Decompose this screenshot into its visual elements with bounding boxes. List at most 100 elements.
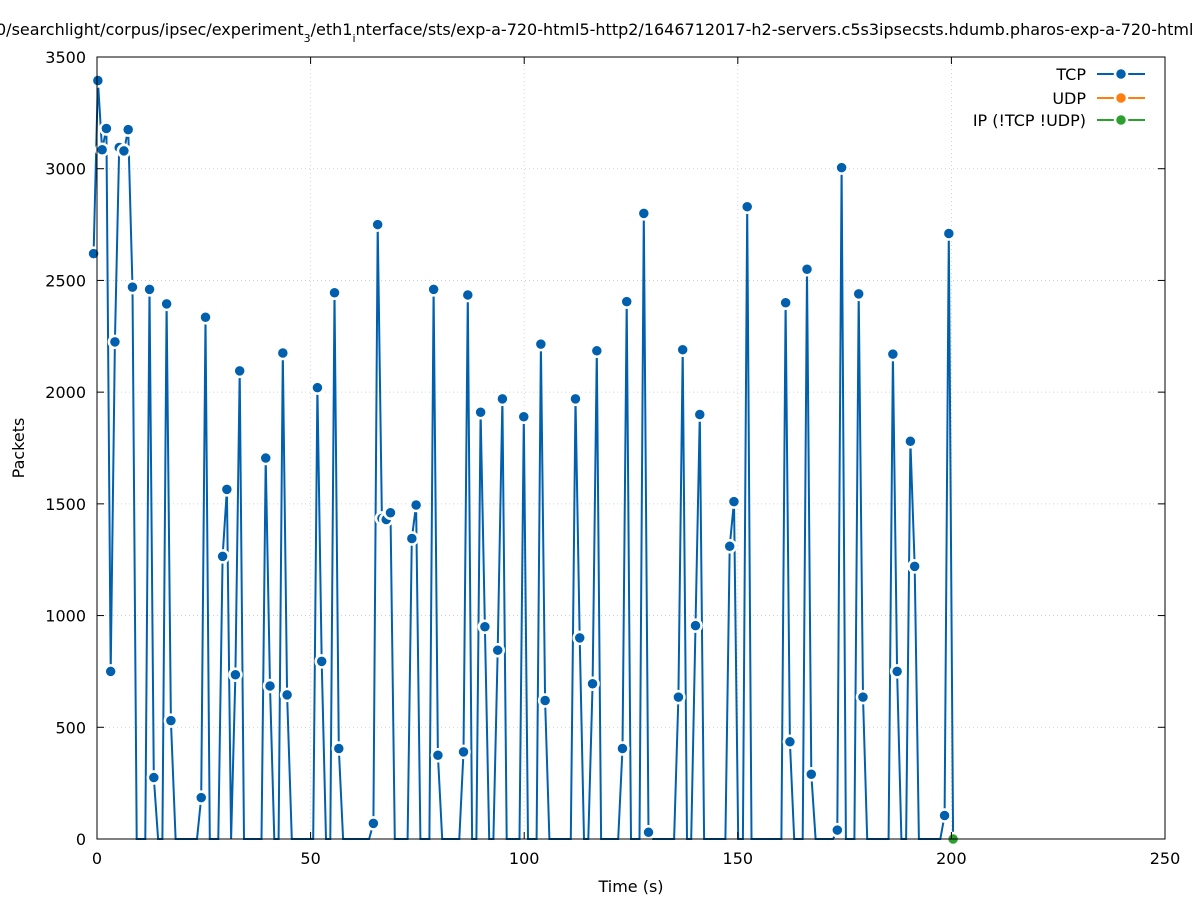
data-point: [383, 505, 398, 521]
data-point: [103, 664, 118, 679]
x-tick-label: 250: [1150, 849, 1181, 868]
title-segment: 0/searchlight/corpus/ipsec/experiment: [0, 20, 304, 39]
data-point: [537, 693, 553, 708]
legend-label: IP (!TCP !UDP): [973, 111, 1086, 130]
data-point: [146, 770, 162, 785]
data-point: [310, 380, 325, 395]
data-point: [142, 282, 157, 297]
data-point: [585, 676, 600, 691]
data-point: [262, 678, 278, 694]
data-point: [473, 405, 488, 420]
data-point: [408, 497, 424, 513]
legend: TCP UDP IP (!TCP !UDP): [973, 65, 1145, 130]
data-point: [331, 741, 347, 756]
data-point: [370, 217, 385, 232]
data-point: [426, 282, 441, 297]
data-point: [258, 450, 273, 466]
data-point: [619, 294, 634, 309]
data-point: [726, 494, 742, 509]
x-tick-label: 200: [936, 849, 967, 868]
data-point: [855, 689, 871, 705]
data-point: [279, 687, 295, 703]
data-point: [671, 689, 686, 705]
data-point: [903, 434, 918, 449]
y-tick-label: 1500: [45, 495, 86, 514]
data-point: [228, 667, 243, 683]
y-tick-label: 3500: [45, 48, 86, 67]
y-tick-label: 3000: [45, 160, 86, 179]
data-point: [804, 766, 819, 782]
title-segment: /eth1: [311, 20, 353, 39]
data-point: [739, 199, 755, 214]
data-point: [907, 559, 922, 574]
title-segment: nterface/sts/exp-a-720-html5-http2/16467…: [356, 20, 1194, 39]
data-point: [86, 246, 101, 261]
legend-marker: [1113, 66, 1129, 82]
data-point: [834, 160, 849, 175]
data-point: [215, 549, 230, 564]
data-point: [275, 345, 291, 361]
data-point: [198, 310, 213, 325]
x-tick-label: 150: [723, 849, 754, 868]
data-point: [327, 285, 342, 300]
data-point: [568, 391, 583, 407]
data-point: [219, 482, 235, 497]
series-line-tcp: [92, 80, 955, 840]
data-point: [778, 295, 793, 311]
data-point: [94, 142, 110, 157]
data-point: [314, 654, 329, 669]
data-point: [885, 346, 901, 362]
data-point: [460, 287, 476, 303]
data-point: [159, 296, 174, 312]
axis-ticks: 0 50 100 150 200 2500500100015002000250030003…: [45, 48, 1180, 868]
data-point: [107, 334, 123, 350]
x-tick-label: 50: [300, 849, 320, 868]
data-point: [456, 744, 471, 760]
data-point: [516, 409, 532, 424]
title-subscript: i: [352, 32, 355, 45]
data-point: [232, 363, 247, 379]
legend-label: UDP: [1052, 89, 1086, 108]
data-point: [404, 531, 420, 546]
data-point: [615, 741, 630, 756]
data-point: [830, 822, 845, 838]
y-tick-label: 0: [76, 830, 86, 849]
data-point: [90, 73, 106, 88]
y-tick-label: 1000: [45, 607, 86, 626]
legend-label: TCP: [1055, 65, 1086, 84]
data-point: [722, 539, 737, 554]
data-point: [366, 816, 381, 831]
data-point: [120, 122, 136, 137]
data-point: [430, 747, 446, 763]
data-point: [688, 618, 703, 633]
y-axis-label: Packets: [9, 418, 28, 479]
data-point: [641, 825, 656, 840]
x-axis-label: Time (s): [597, 877, 663, 896]
data-point: [477, 619, 493, 634]
data-point: [851, 286, 866, 302]
data-point: [99, 121, 114, 136]
legend-marker: [1113, 112, 1129, 128]
data-point: [589, 343, 605, 359]
x-tick-label: 100: [509, 849, 540, 868]
plot-series: [86, 73, 961, 847]
data-point: [941, 226, 957, 241]
data-point: [572, 630, 587, 646]
data-point: [125, 279, 140, 295]
chart-title: 0/searchlight/corpus/ipsec/experiment3/e…: [0, 20, 1193, 45]
x-tick-label: 0: [92, 849, 102, 868]
data-point: [937, 808, 952, 823]
data-point: [782, 734, 798, 750]
plot-border: [96, 56, 1166, 840]
data-point: [533, 336, 549, 352]
data-point: [889, 664, 905, 679]
data-point: [490, 642, 505, 658]
data-point: [675, 342, 690, 357]
data-point: [116, 143, 132, 159]
y-tick-label: 500: [55, 718, 86, 737]
y-tick-label: 2000: [45, 383, 86, 402]
data-point: [193, 790, 209, 805]
legend-marker: [1113, 90, 1129, 106]
data-point: [692, 407, 708, 422]
